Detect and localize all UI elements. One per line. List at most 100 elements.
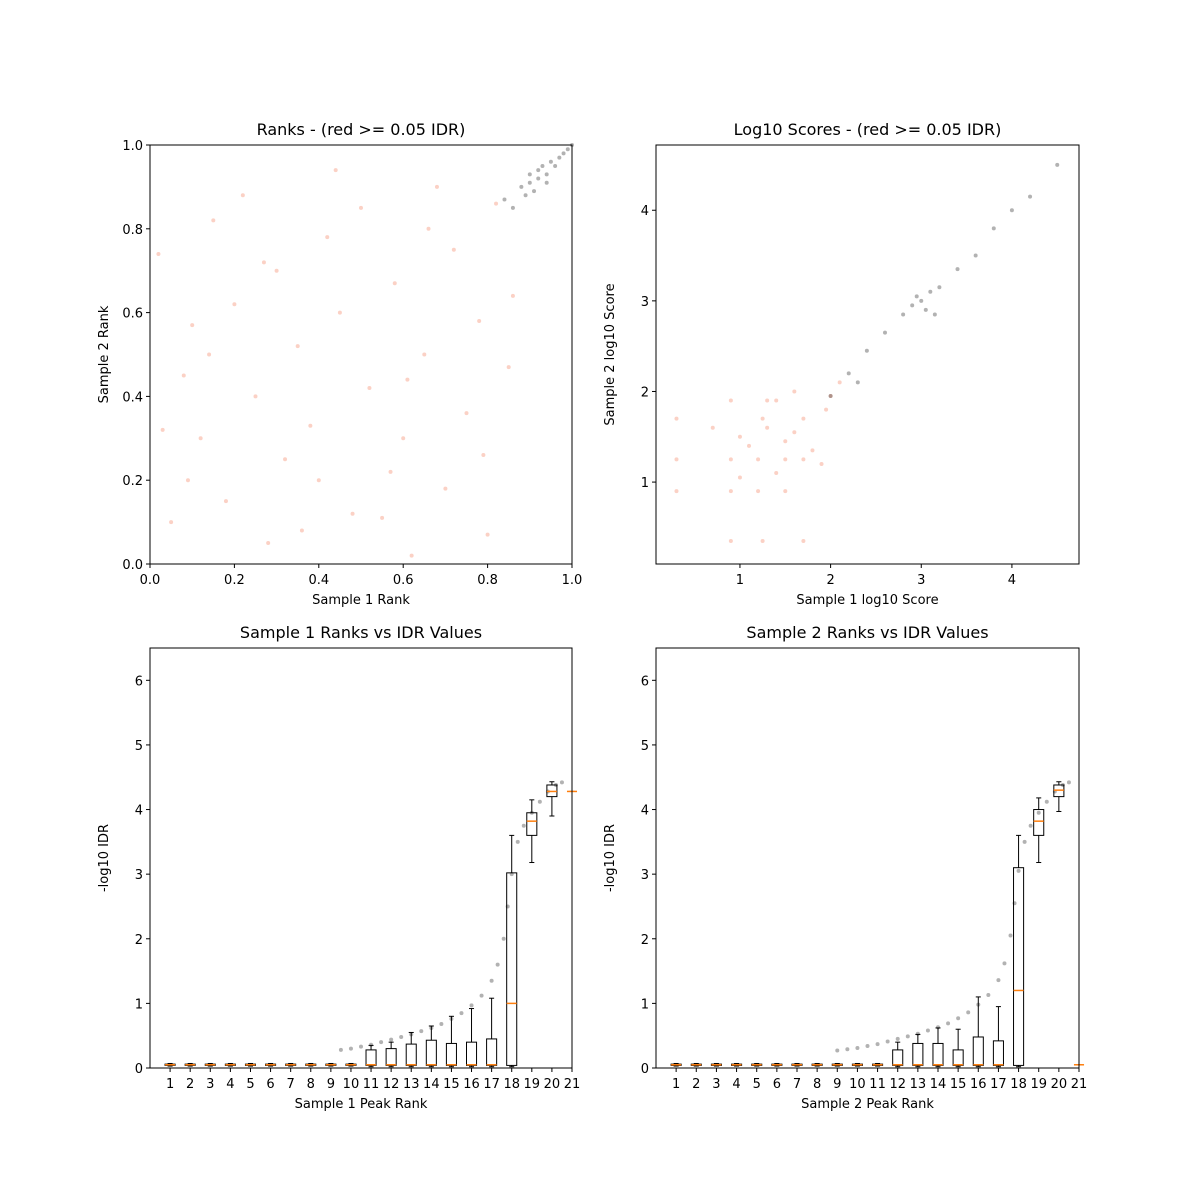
point (510, 293, 515, 298)
x-tick-label: 11 (363, 1077, 380, 1092)
point (409, 553, 414, 558)
panel: Sample 2 Ranks vs IDR Values Sample 2 Pea… (603, 623, 1087, 1112)
y-axis-label: -log10 IDR (603, 824, 618, 892)
point (494, 201, 499, 206)
point (885, 1039, 890, 1044)
point (379, 1040, 384, 1045)
plot-frame (149, 144, 573, 565)
point (434, 184, 439, 189)
point (932, 312, 937, 317)
x-tick-label: 9 (833, 1077, 841, 1092)
point (760, 538, 765, 543)
point (399, 1034, 404, 1039)
point (901, 312, 906, 317)
point (674, 416, 679, 421)
y-tick-label: 2 (641, 385, 649, 400)
x-tick-label: 17 (990, 1077, 1007, 1092)
point (855, 380, 860, 385)
point (544, 172, 549, 177)
point (923, 307, 928, 312)
point (536, 168, 541, 173)
point (232, 302, 237, 307)
point (875, 1042, 880, 1047)
point (864, 348, 869, 353)
x-tick-label: 12 (889, 1077, 906, 1092)
point (824, 407, 829, 412)
x-tick-label: 2 (186, 1077, 194, 1092)
x-tick-label: 20 (544, 1077, 561, 1092)
x-tick-label: 1.0 (562, 573, 583, 588)
point (405, 377, 410, 382)
y-tick-label: 0.2 (122, 474, 143, 489)
point (544, 180, 549, 185)
box (365, 1049, 377, 1066)
point (819, 461, 824, 466)
point (828, 394, 833, 399)
point (333, 168, 338, 173)
point (185, 478, 190, 483)
plot-frame (655, 144, 1080, 565)
x-tick-label: 7 (287, 1077, 295, 1092)
x-tick-label: 6 (773, 1077, 781, 1092)
point (190, 323, 195, 328)
point (510, 205, 515, 210)
point (419, 1029, 424, 1034)
point (207, 352, 212, 357)
point (557, 155, 562, 160)
x-tick-label: 8 (813, 1077, 821, 1092)
point (479, 993, 484, 998)
x-tick-label: 16 (463, 1077, 480, 1092)
x-tick-label: 0.2 (224, 573, 245, 588)
point (991, 226, 996, 231)
x-tick-label: 17 (483, 1077, 500, 1092)
point (801, 538, 806, 543)
y-axis-label: Sample 2 log10 Score (603, 283, 618, 425)
point (986, 992, 991, 997)
point (728, 538, 733, 543)
point (728, 457, 733, 462)
point (283, 457, 288, 462)
x-tick-label: 13 (910, 1077, 927, 1092)
y-tick-label: 2 (641, 933, 649, 948)
point (835, 1048, 840, 1053)
box (952, 1049, 964, 1066)
point (737, 434, 742, 439)
point (855, 1045, 860, 1050)
point (160, 427, 165, 432)
point (519, 184, 524, 189)
x-tick-label: 3 (917, 573, 925, 588)
x-tick-label: 9 (327, 1077, 335, 1092)
x-tick-label: 21 (1071, 1077, 1088, 1092)
point (966, 1010, 971, 1015)
point (223, 499, 228, 504)
point (523, 193, 528, 198)
point (532, 189, 537, 194)
point (469, 1003, 474, 1008)
point (810, 448, 815, 453)
point (477, 318, 482, 323)
point (956, 1016, 961, 1021)
y-tick-label: 0 (641, 1062, 649, 1077)
x-tick-label: 16 (970, 1077, 987, 1092)
point (760, 416, 765, 421)
point (919, 298, 924, 303)
point (1036, 810, 1041, 815)
box (932, 1042, 944, 1066)
point (350, 511, 355, 516)
point (1028, 823, 1033, 828)
point (537, 799, 542, 804)
point (198, 436, 203, 441)
point (1009, 208, 1014, 213)
x-tick-label: 8 (307, 1077, 315, 1092)
point (783, 489, 788, 494)
y-tick-label: 5 (135, 739, 143, 754)
box (405, 1043, 417, 1066)
x-axis-label: Sample 1 Rank (312, 593, 410, 608)
panel: Log10 Scores - (red >= 0.05 IDR) Sample 1… (603, 120, 1080, 608)
box (912, 1042, 924, 1066)
point (910, 303, 915, 308)
point (464, 411, 469, 416)
y-axis-label: -log10 IDR (97, 824, 112, 892)
y-tick-label: 1 (135, 997, 143, 1012)
point (274, 268, 279, 273)
